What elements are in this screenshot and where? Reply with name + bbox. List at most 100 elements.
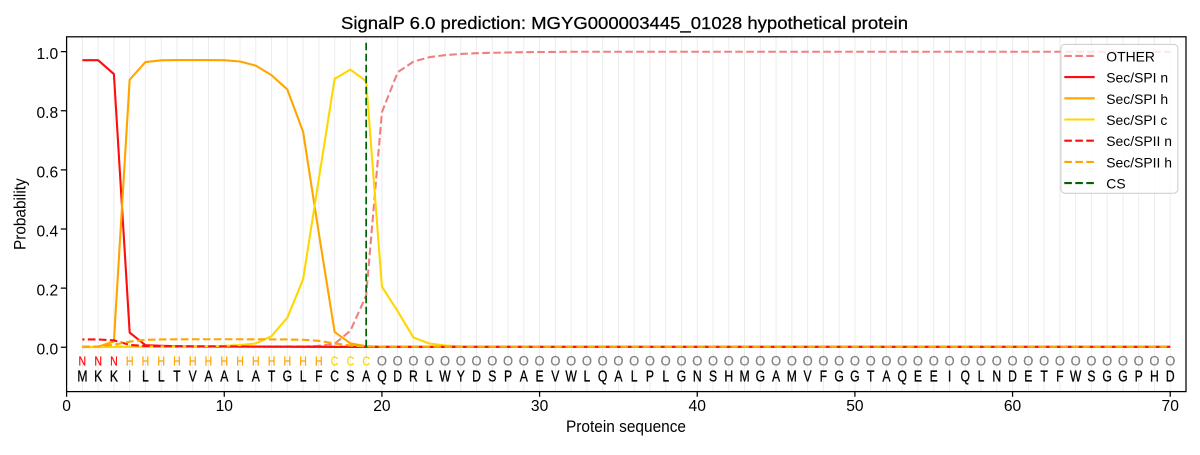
svg-text:V: V	[804, 367, 813, 385]
svg-text:O: O	[913, 353, 923, 369]
svg-text:0.0: 0.0	[37, 342, 59, 359]
svg-text:V: V	[189, 367, 198, 385]
svg-text:Sec/SPII h: Sec/SPII h	[1106, 154, 1172, 170]
svg-text:O: O	[692, 353, 702, 369]
svg-text:C: C	[347, 353, 355, 368]
svg-text:O: O	[1118, 353, 1128, 369]
svg-text:L: L	[662, 367, 669, 385]
svg-text:OTHER: OTHER	[1106, 48, 1155, 64]
svg-text:O: O	[676, 353, 686, 369]
svg-text:O: O	[724, 353, 734, 369]
svg-text:CS: CS	[1106, 176, 1125, 192]
svg-text:20: 20	[373, 398, 391, 415]
svg-text:A: A	[204, 367, 213, 385]
svg-text:C: C	[362, 353, 370, 368]
svg-text:Sec/SPII n: Sec/SPII n	[1106, 133, 1172, 149]
svg-text:O: O	[535, 353, 545, 369]
svg-text:O: O	[944, 353, 954, 369]
svg-text:O: O	[408, 353, 418, 369]
svg-text:F: F	[1056, 367, 1063, 385]
svg-text:O: O	[834, 353, 844, 369]
svg-text:P: P	[1135, 367, 1143, 385]
svg-text:H: H	[315, 353, 323, 368]
svg-text:A: A	[220, 367, 229, 385]
svg-text:R: R	[409, 367, 418, 385]
svg-text:Q: Q	[961, 367, 971, 385]
svg-text:O: O	[1039, 353, 1049, 369]
svg-text:W: W	[1070, 367, 1082, 385]
svg-text:N: N	[79, 353, 87, 368]
svg-text:S: S	[709, 367, 717, 385]
svg-text:O: O	[456, 353, 466, 369]
svg-text:E: E	[914, 367, 922, 385]
svg-text:T: T	[867, 367, 875, 385]
svg-text:0: 0	[62, 398, 71, 415]
svg-text:M: M	[77, 367, 87, 385]
svg-text:0.2: 0.2	[37, 283, 59, 300]
svg-text:O: O	[897, 353, 907, 369]
svg-text:C: C	[330, 367, 339, 385]
svg-text:T: T	[1040, 367, 1048, 385]
svg-text:O: O	[850, 353, 860, 369]
svg-text:H: H	[189, 353, 197, 368]
svg-text:L: L	[978, 367, 985, 385]
svg-text:G: G	[834, 367, 843, 385]
svg-text:30: 30	[531, 398, 549, 415]
svg-text:E: E	[930, 367, 938, 385]
svg-text:H: H	[724, 367, 733, 385]
svg-text:SignalP 6.0 prediction: MGYG00: SignalP 6.0 prediction: MGYG000003445_01…	[341, 13, 908, 33]
svg-text:O: O	[929, 353, 939, 369]
svg-text:V: V	[551, 367, 560, 385]
svg-text:10: 10	[216, 398, 234, 415]
svg-text:O: O	[1134, 353, 1144, 369]
svg-text:S: S	[346, 367, 354, 385]
svg-text:O: O	[440, 353, 450, 369]
svg-text:H: H	[299, 353, 307, 368]
svg-text:W: W	[439, 367, 451, 385]
svg-text:I: I	[128, 367, 131, 385]
svg-text:O: O	[1102, 353, 1112, 369]
svg-text:A: A	[252, 367, 261, 385]
svg-text:O: O	[613, 353, 623, 369]
svg-text:O: O	[487, 353, 497, 369]
svg-text:O: O	[598, 353, 608, 369]
svg-text:O: O	[803, 353, 813, 369]
svg-text:O: O	[881, 353, 891, 369]
svg-text:P: P	[504, 367, 512, 385]
svg-text:D: D	[1166, 367, 1175, 385]
svg-text:0.4: 0.4	[37, 223, 59, 240]
svg-text:O: O	[866, 353, 876, 369]
svg-text:E: E	[1024, 367, 1032, 385]
svg-text:Q: Q	[377, 367, 387, 385]
svg-text:O: O	[519, 353, 529, 369]
svg-text:D: D	[393, 367, 402, 385]
svg-text:O: O	[629, 353, 639, 369]
svg-text:T: T	[268, 367, 276, 385]
svg-text:O: O	[582, 353, 592, 369]
svg-text:O: O	[393, 353, 403, 369]
svg-text:60: 60	[1004, 398, 1022, 415]
svg-text:H: H	[220, 353, 228, 368]
svg-text:O: O	[550, 353, 560, 369]
svg-text:Sec/SPI h: Sec/SPI h	[1106, 91, 1168, 107]
svg-text:O: O	[960, 353, 970, 369]
svg-text:H: H	[252, 353, 260, 368]
svg-text:D: D	[472, 367, 481, 385]
svg-text:O: O	[755, 353, 765, 369]
svg-text:L: L	[158, 367, 165, 385]
svg-text:O: O	[1149, 353, 1159, 369]
svg-text:L: L	[142, 367, 149, 385]
svg-text:O: O	[1071, 353, 1081, 369]
svg-text:Q: Q	[897, 367, 907, 385]
svg-text:G: G	[1118, 367, 1127, 385]
svg-text:H: H	[236, 353, 244, 368]
svg-text:Probability: Probability	[11, 178, 29, 250]
svg-text:N: N	[693, 367, 702, 385]
svg-text:H: H	[268, 353, 276, 368]
svg-text:O: O	[471, 353, 481, 369]
svg-text:O: O	[645, 353, 655, 369]
svg-text:D: D	[1008, 367, 1017, 385]
svg-text:O: O	[1008, 353, 1018, 369]
svg-text:A: A	[882, 367, 891, 385]
svg-text:O: O	[661, 353, 671, 369]
